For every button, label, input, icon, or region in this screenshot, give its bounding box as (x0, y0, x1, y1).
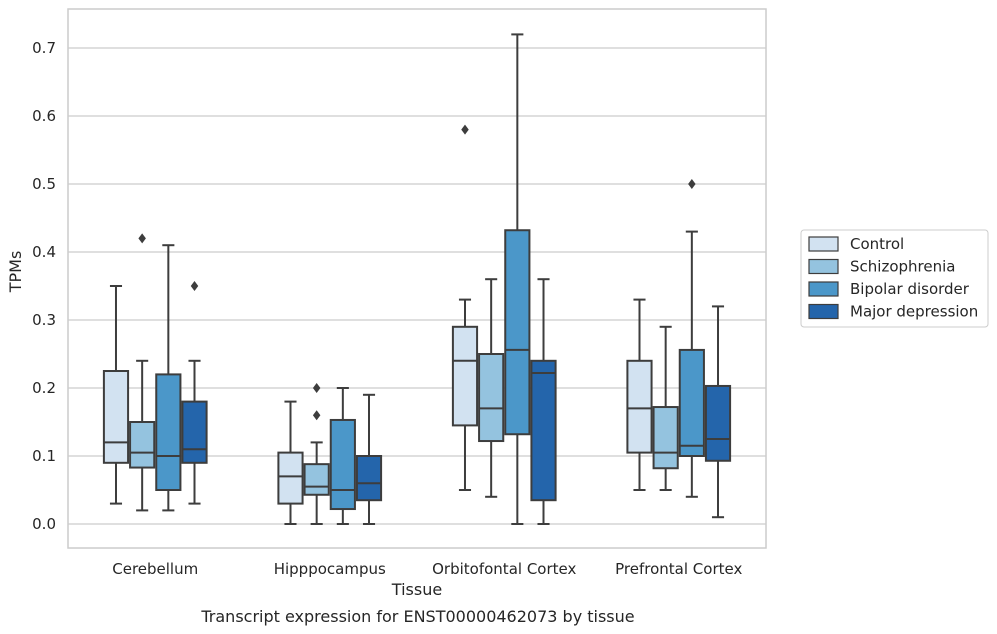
box (181, 281, 208, 505)
box (451, 124, 479, 491)
box (355, 393, 383, 525)
outlier-point (312, 383, 321, 393)
box (626, 298, 653, 491)
legend-swatch (808, 236, 839, 252)
box-iqr (626, 359, 653, 454)
boxes (102, 33, 732, 525)
box (478, 278, 505, 498)
box (704, 305, 732, 519)
outlier-point (190, 281, 199, 291)
box-iqr (478, 353, 505, 443)
outlier-point (688, 179, 696, 189)
y-tick-label: 0.0 (32, 515, 56, 533)
y-tick-label: 0.3 (32, 311, 56, 329)
box-iqr (678, 348, 705, 458)
outlier-point (138, 233, 146, 244)
legend-label: Schizophrenia (850, 258, 955, 276)
box (678, 179, 705, 498)
x-tick-labels: Cerebellum Hipppocampus Orbitofontal Corte… (112, 560, 742, 578)
y-tick-label: 0.4 (32, 243, 56, 261)
legend-item: Control (808, 235, 904, 253)
box-iqr (329, 418, 356, 511)
legend-item: Major depression (808, 303, 978, 321)
y-tick-labels: 0.0 0.1 0.2 0.3 0.4 0.5 0.6 0.7 (32, 39, 56, 533)
x-axis-label: Tissue (391, 580, 442, 599)
legend-swatch (808, 303, 839, 320)
box (530, 278, 557, 525)
box (277, 400, 304, 525)
y-tick-label: 0.6 (32, 107, 56, 125)
y-axis-label: TPMs (6, 251, 25, 294)
y-tick-label: 0.7 (32, 39, 56, 57)
y-tick-label: 0.2 (32, 379, 56, 397)
box (329, 387, 356, 525)
legend-label: Bipolar disorder (850, 280, 970, 298)
x-tick-label: Cerebellum (112, 560, 198, 578)
box-iqr (504, 229, 531, 436)
box-iqr (451, 325, 479, 427)
chart-caption: Transcript expression for ENST0000046207… (200, 607, 634, 626)
outlier-point (312, 410, 321, 421)
legend-frame (800, 229, 989, 328)
box-iqr (277, 451, 304, 505)
box-iqr (355, 455, 383, 502)
legend-item: Bipolar disorder (808, 280, 970, 298)
box-iqr (652, 406, 679, 470)
legend-label: Control (850, 235, 904, 253)
box (155, 244, 182, 512)
legend-label: Major depression (850, 303, 978, 321)
x-tick-label: Hipppocampus (274, 560, 386, 578)
outlier-point (461, 124, 469, 135)
legend-items: Control Schizophrenia Bipolar disorder Majo… (808, 235, 978, 321)
box (102, 285, 130, 505)
box-iqr (530, 359, 557, 502)
legend-item: Schizophrenia (808, 258, 955, 276)
legend-swatch (808, 281, 839, 297)
box-iqr (704, 384, 732, 462)
legend-swatch (808, 258, 839, 275)
box-iqr (129, 421, 156, 469)
box (129, 233, 156, 512)
box-iqr (303, 463, 330, 496)
y-tick-label: 0.5 (32, 175, 56, 193)
box (652, 325, 679, 491)
box (303, 383, 330, 525)
x-tick-label: Prefrontal Cortex (615, 560, 742, 578)
x-tick-label: Orbitofontal Cortex (432, 560, 576, 578)
box-iqr (181, 400, 208, 464)
plot-area-frame (67, 8, 767, 549)
y-tick-label: 0.1 (32, 447, 56, 465)
box-iqr (155, 373, 182, 491)
legend: Control Schizophrenia Bipolar disorder Majo… (800, 229, 989, 328)
box (504, 33, 531, 525)
box-iqr (102, 370, 130, 464)
